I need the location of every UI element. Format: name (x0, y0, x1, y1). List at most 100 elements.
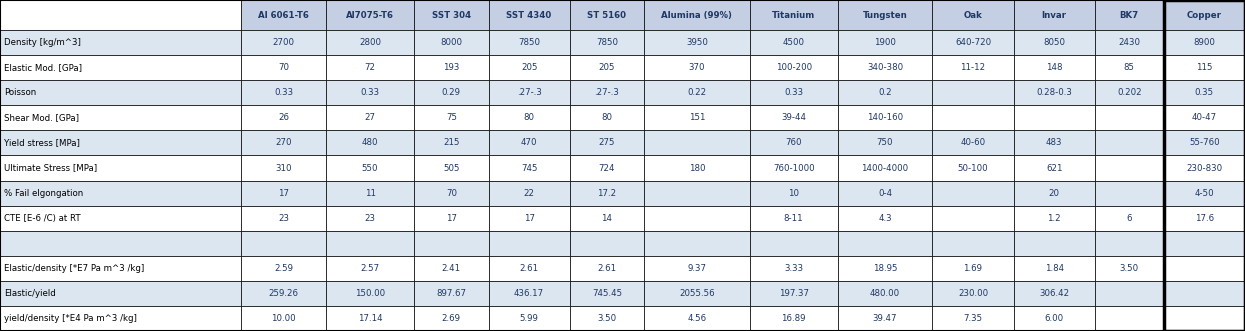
Text: 6.00: 6.00 (1045, 314, 1063, 323)
Text: 39-44: 39-44 (781, 114, 807, 122)
Bar (1164, 130, 1245, 156)
Bar (838, 281, 933, 306)
Text: 193: 193 (443, 63, 459, 72)
Bar (933, 231, 1013, 256)
Bar (0, 306, 240, 331)
Bar (644, 30, 749, 55)
Bar (1164, 256, 1245, 281)
Bar (488, 206, 570, 231)
Bar (326, 206, 415, 231)
Text: Alumina (99%): Alumina (99%) (661, 11, 732, 20)
Bar (1164, 281, 1245, 306)
Text: 3.50: 3.50 (598, 314, 616, 323)
Text: 8-11: 8-11 (784, 214, 803, 223)
Text: 8900: 8900 (1194, 38, 1215, 47)
Text: 17.14: 17.14 (357, 314, 382, 323)
Text: Al 6061-T6: Al 6061-T6 (258, 11, 309, 20)
Bar (933, 30, 1013, 55)
Bar (644, 206, 749, 231)
Bar (644, 281, 749, 306)
Text: 8000: 8000 (441, 38, 462, 47)
Text: 370: 370 (688, 63, 705, 72)
Bar (1164, 181, 1245, 206)
Bar (240, 306, 326, 331)
Bar (1164, 55, 1245, 80)
Text: 10: 10 (788, 189, 799, 198)
Text: 0.28-0.3: 0.28-0.3 (1036, 88, 1072, 97)
Text: 550: 550 (362, 164, 378, 172)
Bar (749, 130, 838, 156)
Bar (240, 231, 326, 256)
Text: 3.50: 3.50 (1119, 264, 1139, 273)
Text: Elastic/density [*E7 Pa m^3 /kg]: Elastic/density [*E7 Pa m^3 /kg] (4, 264, 144, 273)
Text: 7850: 7850 (596, 38, 618, 47)
Text: 9.37: 9.37 (687, 264, 706, 273)
Text: 7850: 7850 (518, 38, 540, 47)
Bar (570, 206, 644, 231)
Bar (240, 30, 326, 55)
Bar (1164, 80, 1245, 105)
Text: 50-100: 50-100 (957, 164, 989, 172)
Text: ST 5160: ST 5160 (588, 11, 626, 20)
Text: 148: 148 (1046, 63, 1062, 72)
Text: Density [kg/m^3]: Density [kg/m^3] (4, 38, 81, 47)
Bar (1013, 30, 1094, 55)
Text: 75: 75 (446, 114, 457, 122)
Bar (488, 306, 570, 331)
Text: 1.2: 1.2 (1047, 214, 1061, 223)
Bar (838, 306, 933, 331)
Bar (570, 80, 644, 105)
Bar (644, 105, 749, 130)
Bar (326, 0, 415, 30)
Bar (240, 0, 326, 30)
Text: 140-160: 140-160 (867, 114, 903, 122)
Bar (240, 181, 326, 206)
Bar (0, 105, 240, 130)
Bar (933, 55, 1013, 80)
Text: Elastic Mod. [GPa]: Elastic Mod. [GPa] (4, 63, 82, 72)
Bar (415, 206, 488, 231)
Bar (0, 80, 240, 105)
Bar (1013, 80, 1094, 105)
Bar (644, 80, 749, 105)
Bar (749, 105, 838, 130)
Text: 14: 14 (601, 214, 613, 223)
Bar (415, 256, 488, 281)
Text: 17.6: 17.6 (1195, 214, 1214, 223)
Text: 4500: 4500 (783, 38, 804, 47)
Text: 0.33: 0.33 (274, 88, 293, 97)
Text: 80: 80 (601, 114, 613, 122)
Bar (0, 231, 240, 256)
Text: 230.00: 230.00 (957, 289, 989, 298)
Bar (415, 55, 488, 80)
Text: 27: 27 (365, 114, 376, 122)
Text: % Fail elgongation: % Fail elgongation (4, 189, 83, 198)
Bar (240, 206, 326, 231)
Text: 340-380: 340-380 (867, 63, 903, 72)
Bar (0, 281, 240, 306)
Bar (1013, 231, 1094, 256)
Bar (326, 181, 415, 206)
Bar (488, 30, 570, 55)
Bar (838, 206, 933, 231)
Bar (1013, 130, 1094, 156)
Text: 2.59: 2.59 (274, 264, 293, 273)
Text: 40-47: 40-47 (1191, 114, 1216, 122)
Bar (838, 30, 933, 55)
Bar (749, 80, 838, 105)
Bar (240, 256, 326, 281)
Bar (415, 156, 488, 181)
Bar (1094, 181, 1164, 206)
Bar (1094, 281, 1164, 306)
Bar (0, 30, 240, 55)
Bar (1094, 0, 1164, 30)
Bar (1164, 156, 1245, 181)
Text: 1400-4000: 1400-4000 (862, 164, 909, 172)
Bar (326, 256, 415, 281)
Text: 0.33: 0.33 (361, 88, 380, 97)
Bar (415, 231, 488, 256)
Bar (749, 281, 838, 306)
Bar (1164, 0, 1245, 331)
Text: 745.45: 745.45 (591, 289, 622, 298)
Bar (240, 156, 326, 181)
